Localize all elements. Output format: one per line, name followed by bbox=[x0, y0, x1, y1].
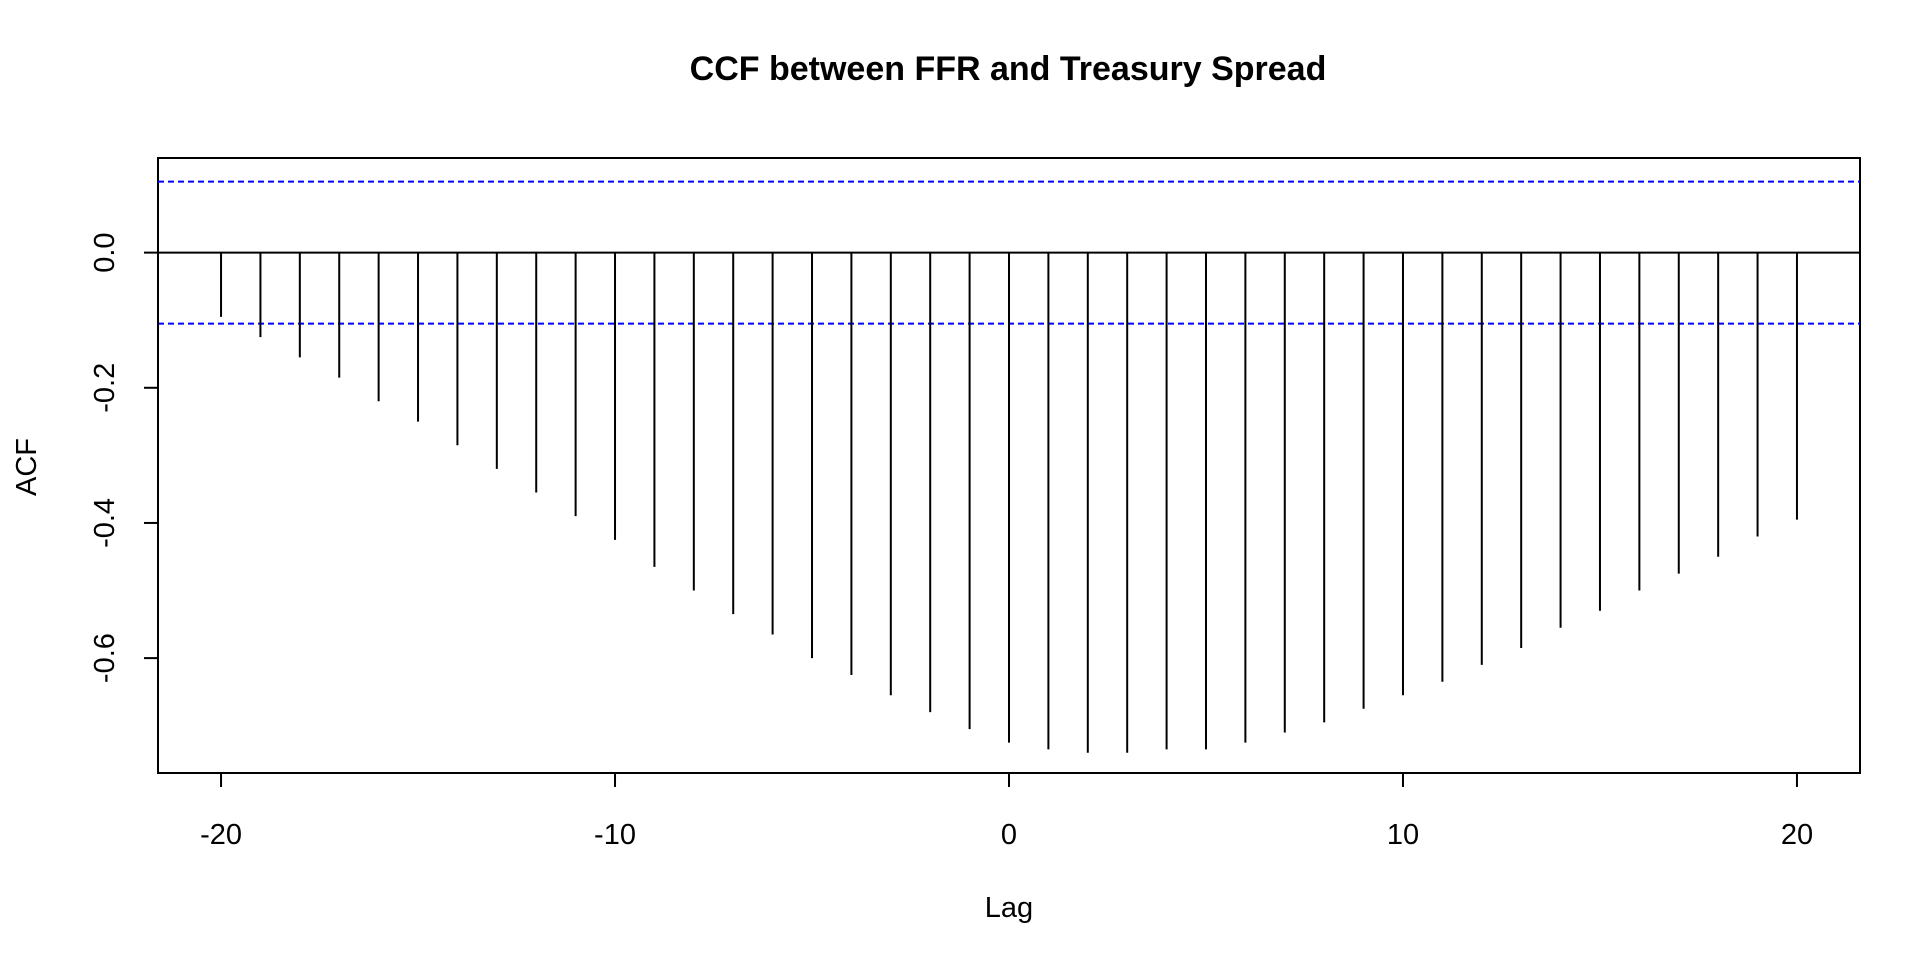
y-tick-label: 0.0 bbox=[89, 232, 121, 272]
y-tick-label: -0.4 bbox=[89, 498, 121, 548]
x-tick-label: 20 bbox=[1781, 819, 1813, 851]
y-tick-label: -0.2 bbox=[89, 363, 121, 413]
y-axis-label: ACF bbox=[11, 438, 43, 496]
y-tick-label: -0.6 bbox=[89, 633, 121, 683]
x-axis-label: Lag bbox=[985, 892, 1033, 924]
chart-title: CCF between FFR and Treasury Spread bbox=[690, 50, 1327, 88]
x-tick-label: -10 bbox=[594, 819, 636, 851]
x-tick-label: 0 bbox=[1001, 819, 1017, 851]
x-tick-label: 10 bbox=[1387, 819, 1419, 851]
x-tick-label: -20 bbox=[200, 819, 242, 851]
